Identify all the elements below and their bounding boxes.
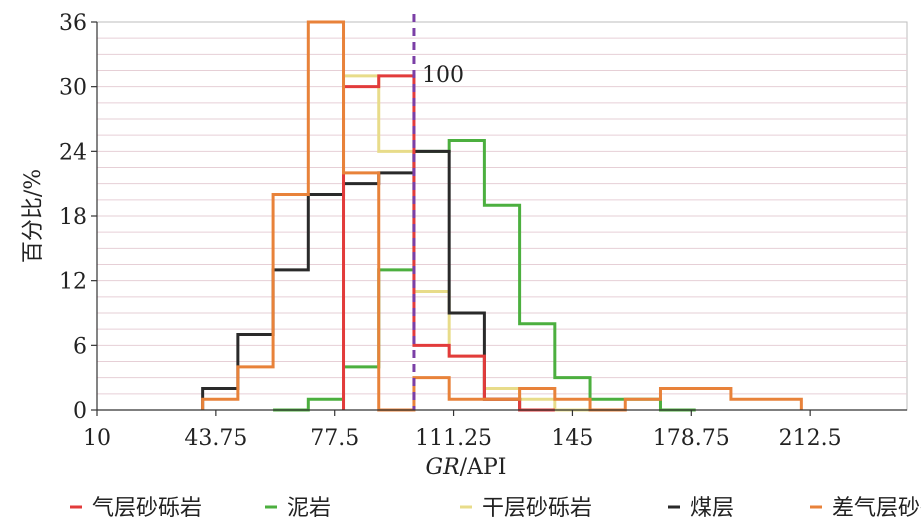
x-tick-label: 212.5 xyxy=(779,426,842,451)
y-axis-title: 百分比/% xyxy=(21,169,46,263)
y-tick-label: 24 xyxy=(59,140,87,165)
x-tick-label: 77.5 xyxy=(310,426,359,451)
y-tick-label: 0 xyxy=(73,399,87,424)
series-line-2a2a2a xyxy=(201,149,522,410)
y-tick-label: 12 xyxy=(59,270,87,295)
legend-label: 干层砂砾岩 xyxy=(482,496,592,521)
x-tick-label: 10 xyxy=(83,426,111,451)
x-tick-label: 178.75 xyxy=(653,426,730,451)
y-tick-label: 6 xyxy=(73,334,87,359)
grid xyxy=(97,37,907,395)
y-tick-label: 36 xyxy=(59,11,87,36)
legend-label: 煤层 xyxy=(690,496,734,521)
legend-label: 差气层砂砾岩 xyxy=(832,496,921,521)
y-tick-label: 18 xyxy=(59,205,87,230)
annotation-layer: 100 xyxy=(412,14,464,410)
x-axis-title: GR/API xyxy=(426,455,507,480)
series-layer xyxy=(201,20,803,412)
y-tick-label: 30 xyxy=(59,76,87,101)
x-tick-label: 43.75 xyxy=(184,426,247,451)
x-tick-label: 145 xyxy=(551,426,593,451)
x-axis-title-italic: GR xyxy=(426,455,460,480)
legend-label: 气层砂砾岩 xyxy=(92,496,202,521)
threshold-label: 100 xyxy=(422,63,464,88)
legend: 气层砂砾岩 泥岩 干层砂砾岩 煤层 差气层砂砾岩 xyxy=(70,496,921,521)
legend-label: 泥岩 xyxy=(287,496,331,521)
ticks: 0 6 12 18 24 30 36 10 43.75 77.5 111.25 145 178.75 21… xyxy=(59,11,842,451)
x-tick-label: 111.25 xyxy=(415,426,492,451)
x-axis-title-unit: /API xyxy=(460,455,507,480)
series-line-e8823a xyxy=(201,20,803,412)
